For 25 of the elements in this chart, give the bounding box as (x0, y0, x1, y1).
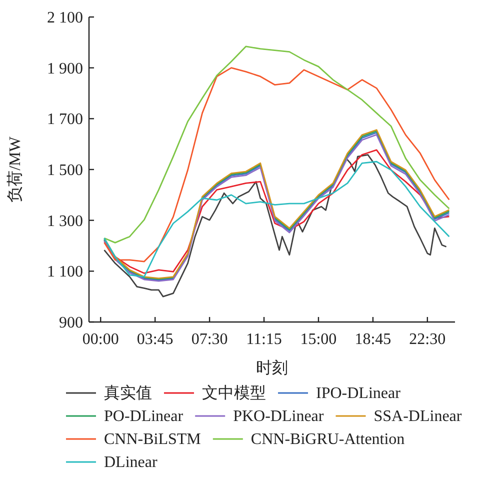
x-tick-label: 03:45 (136, 331, 174, 348)
x-tick-label: 11:15 (246, 331, 282, 348)
x-tick-label: 07:30 (191, 331, 228, 348)
legend-label: PKO-DLinear (233, 408, 324, 425)
y-axis-title: 负荷/MW (6, 136, 24, 202)
x-tick-label: 15:00 (300, 331, 337, 348)
legend-label: SSA-DLinear (374, 408, 462, 425)
legend-label: IPO-DLinear (316, 385, 402, 402)
y-tick-label: 1 300 (47, 212, 83, 230)
legend-label: CNN-BiLSTM (104, 431, 201, 448)
x-tick-label: 18:45 (354, 331, 392, 348)
y-tick-label: 1 700 (47, 111, 83, 128)
legend-label: DLinear (104, 454, 158, 471)
legend-label: 文中模型 (202, 384, 266, 402)
y-tick-label: 900 (59, 314, 83, 332)
legend-label: PO-DLinear (104, 408, 184, 425)
x-tick-label: 22:30 (409, 331, 446, 348)
legend-label: CNN-BiGRU-Attention (250, 431, 405, 448)
y-tick-label: 1 100 (47, 264, 83, 281)
y-tick-label: 1 500 (47, 162, 83, 179)
x-axis-title: 时刻 (256, 359, 288, 377)
y-tick-label: 2 100 (47, 10, 83, 26)
legend-label: 真实值 (104, 384, 152, 402)
y-tick-label: 1 900 (47, 60, 83, 78)
x-tick-label: 00:00 (82, 331, 119, 348)
